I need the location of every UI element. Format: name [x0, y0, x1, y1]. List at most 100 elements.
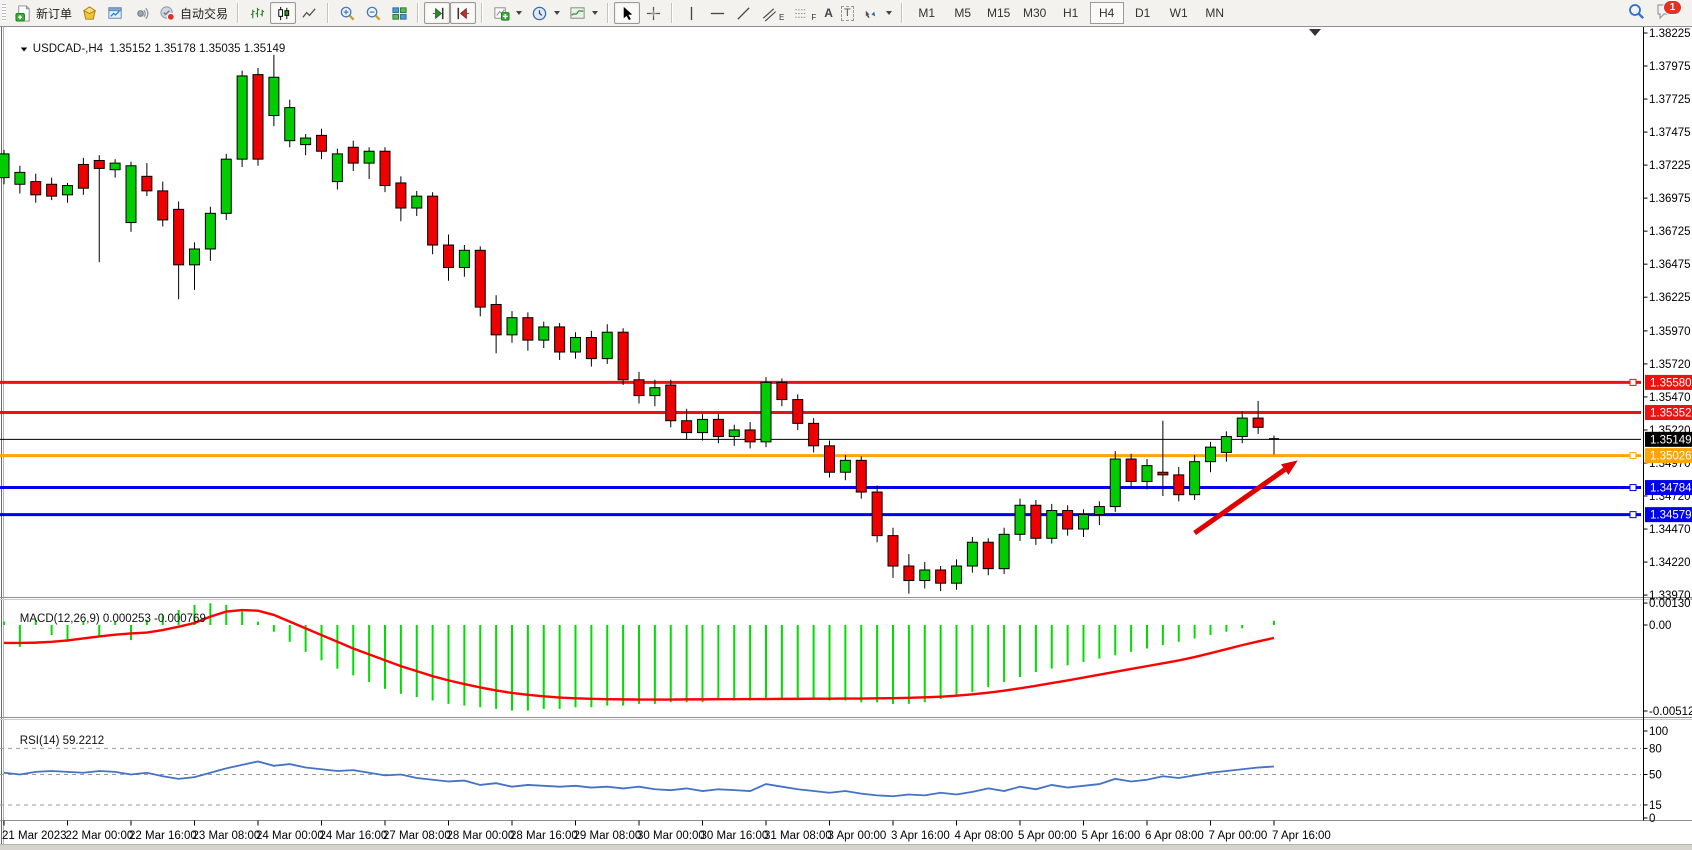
arrow-shaft[interactable] [1193, 467, 1287, 536]
time-tick-label: 29 Mar 08:00 [574, 830, 642, 842]
vertical-line-tool-button[interactable] [678, 2, 704, 24]
candle-bullish [1014, 504, 1026, 535]
candle-bullish [284, 107, 296, 142]
candle-bullish [220, 158, 232, 214]
rsi-indicator-label: RSI(14) 59.2212 [7, 723, 104, 759]
candle-bullish [331, 153, 343, 183]
price-tick-label: 1.35720 [1649, 359, 1691, 371]
price-tick-label: 1.36225 [1649, 292, 1691, 304]
arrows-tool-button[interactable] [858, 2, 896, 24]
signals-button[interactable] [128, 2, 154, 24]
crosshair-tool-button[interactable] [640, 2, 666, 24]
line-end-marker[interactable] [1629, 484, 1637, 492]
fibonacci-tool-button[interactable]: F [788, 2, 820, 24]
trendline-tool-button[interactable] [730, 2, 756, 24]
crosshair-icon [644, 4, 662, 22]
candle-bearish [982, 541, 994, 570]
rsi-axis-label: 0 [1649, 813, 1655, 825]
timeframe-button-M30[interactable]: M30 [1023, 6, 1047, 20]
candle-bullish [14, 171, 26, 185]
template-button[interactable] [564, 2, 602, 24]
candle-bearish [474, 249, 486, 308]
timeframe-button-MN[interactable]: MN [1205, 6, 1224, 20]
cursor-tool-button[interactable] [614, 2, 641, 24]
line-chart-button[interactable] [296, 2, 322, 24]
candle-bullish [1109, 458, 1121, 508]
level-price-label: 1.34784 [1650, 483, 1692, 495]
horizontal-line-tool-button[interactable] [704, 2, 730, 24]
price-label-box [1645, 405, 1692, 421]
horizontal-level-lines[interactable] [0, 378, 1641, 519]
zoom-in-button[interactable] [334, 2, 360, 24]
search-icon[interactable] [1627, 2, 1646, 24]
time-tick-label: 28 Mar 00:00 [447, 830, 515, 842]
candle-bearish [173, 208, 185, 266]
candle-bearish [712, 418, 724, 438]
macd-signal-line [4, 608, 1275, 701]
text-tool-button[interactable]: A [820, 2, 837, 24]
candle-bullish [458, 249, 470, 268]
timeframe-button-D1[interactable]: D1 [1135, 6, 1151, 20]
timeframe-button-W1[interactable]: W1 [1169, 6, 1188, 20]
timeframe-button-H1[interactable]: H1 [1063, 6, 1079, 20]
candle-bullish [1078, 514, 1089, 530]
line-end-marker[interactable] [1629, 452, 1637, 460]
bar-chart-button[interactable] [244, 2, 270, 24]
candle-bearish [824, 445, 835, 473]
chart-shift-marker[interactable] [1309, 29, 1321, 36]
window-bottom-edge [0, 844, 1692, 850]
candle-bullish [951, 565, 962, 584]
macd-signal-value: -0.000769 [154, 613, 206, 625]
trend-arrow-annotation[interactable] [1193, 460, 1298, 536]
line-end-marker[interactable] [1629, 511, 1637, 519]
new-order-icon [14, 4, 32, 22]
auto-trading-button[interactable]: 自动交易 [154, 2, 232, 24]
timeframe-button-M15[interactable]: M15 [987, 6, 1011, 20]
auto-scroll-button[interactable] [424, 2, 451, 24]
chevron-down-icon [554, 11, 561, 15]
channel-tool-letter: E [779, 12, 785, 22]
candle-bullish [62, 185, 73, 196]
candlestick-chart-button[interactable] [270, 2, 297, 24]
price-tick-label: 1.38225 [1649, 28, 1691, 40]
price-tick-label: 1.34220 [1649, 557, 1691, 569]
add-indicator-icon [492, 4, 510, 22]
line-end-marker[interactable] [1629, 378, 1637, 386]
timeframe-button-H4[interactable]: H4 [1089, 2, 1124, 24]
tile-windows-button[interactable] [386, 2, 412, 24]
toolbar-separator [671, 3, 674, 23]
candle-bullish [1220, 436, 1232, 453]
notifications-button[interactable]: 1 [1656, 0, 1682, 23]
market-watch-button[interactable] [102, 2, 128, 24]
vertical-line-icon [682, 4, 700, 22]
timeframe-button-M1[interactable]: M1 [918, 6, 935, 20]
equidistant-channel-tool-button[interactable]: E [756, 2, 788, 24]
zoom-out-button[interactable] [360, 2, 386, 24]
collapse-icon[interactable] [20, 47, 27, 52]
chart-shift-button[interactable] [450, 2, 477, 24]
time-tick-label: 21 Mar 2023 [2, 830, 67, 842]
candle-bearish [617, 331, 629, 381]
candle-bearish [427, 195, 439, 246]
candle-bullish [363, 150, 375, 164]
new-order-button[interactable]: 新订单 [10, 2, 76, 24]
toolbar-grip[interactable] [2, 4, 6, 22]
price-label-box [1645, 480, 1692, 496]
notification-badge: 1 [1663, 0, 1682, 15]
profiles-button[interactable] [76, 2, 102, 24]
text-label-tool-button[interactable]: T [837, 2, 858, 24]
price-axis: 1.38225 1.37975 1.37725 1.37475 1.37225 1.369… [1643, 28, 1692, 602]
arrow-head[interactable] [1280, 460, 1298, 475]
macd-indicator-label: MACD(12,26,9) 0.000253 -0.000769 [7, 601, 206, 637]
candle-bearish [93, 159, 105, 169]
candle-bearish [681, 420, 693, 434]
timeframe-button-M5[interactable]: M5 [954, 6, 971, 20]
time-tick-label: 27 Mar 08:00 [383, 830, 451, 842]
add-indicator-button[interactable] [488, 2, 526, 24]
toolbar-separator [237, 3, 240, 23]
rsi-axis-label: 50 [1649, 770, 1662, 782]
period-button[interactable] [526, 2, 564, 24]
auto-scroll-icon [428, 4, 446, 22]
